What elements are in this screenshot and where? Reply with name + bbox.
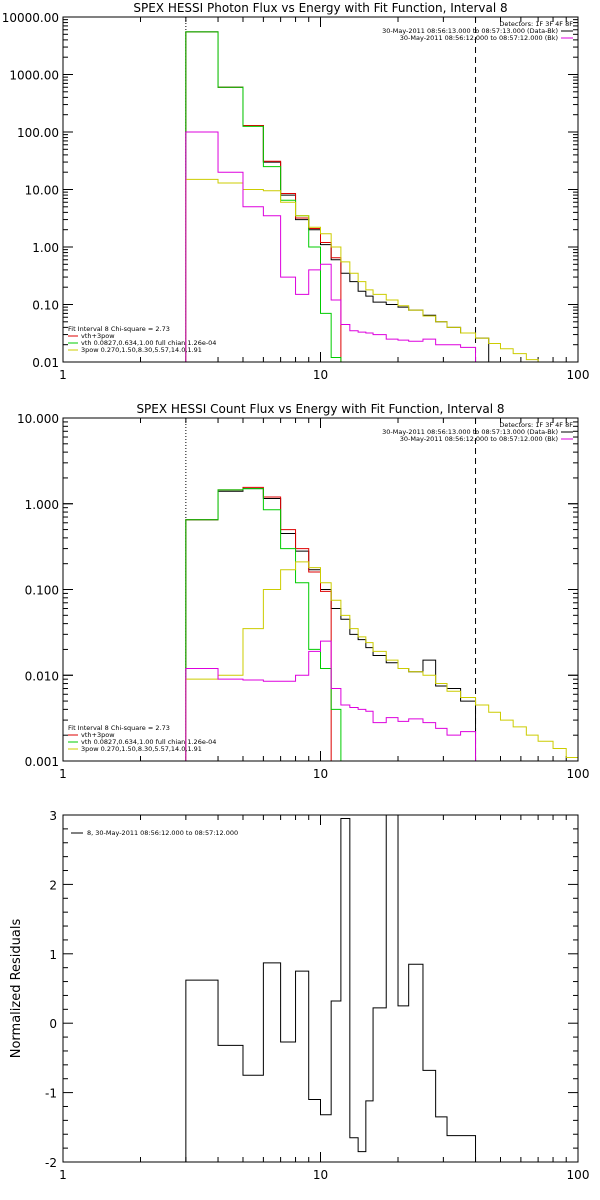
chart-2: SPEX HESSI Count Flux vs Energy with Fit… xyxy=(17,402,589,781)
y-tick-label: 0.010 xyxy=(25,669,59,683)
plot-frame xyxy=(62,417,579,762)
x-tick-label: 100 xyxy=(567,767,590,781)
y-axis-label: Normalized Residuals xyxy=(9,919,24,1059)
series-4-line xyxy=(185,561,578,761)
plot-frame xyxy=(62,814,579,1163)
time-legend-entry: 30-May-2011 08:56:13.000 to 08:57:13.000… xyxy=(382,27,558,35)
fit-legend: Fit Interval 8 Chi-square = 2.73vth+3pow… xyxy=(68,724,216,753)
y-tick-label: 3 xyxy=(49,809,57,823)
y-tick-label: 2 xyxy=(49,878,57,892)
series-1-line xyxy=(185,488,477,761)
fit-header: Fit Interval 8 Chi-square = 2.73 xyxy=(68,724,170,732)
fit-legend-entry: 3pow 0.270,1.50,8.30,5.57,14.0,1.91 xyxy=(81,745,202,753)
y-tick-label: 100.00 xyxy=(17,126,59,140)
y-tick-label: 0.001 xyxy=(25,755,59,769)
y-tick-label: 1.00 xyxy=(32,241,59,255)
series-5-line xyxy=(185,640,490,761)
plot-frame xyxy=(62,16,579,363)
y-tick-label: 0.01 xyxy=(32,356,59,370)
x-tick-label: 100 xyxy=(567,1168,590,1182)
x-tick-label: 10 xyxy=(313,767,328,781)
detectors-label: Detectors: 1F 3F 4F 8F xyxy=(499,20,573,28)
residuals-legend-entry: 8, 30-May-2011 08:56:12.000 to 08:57:12.… xyxy=(87,829,238,837)
time-legend-entry: 30-May-2011 08:56:12.000 to 08:57:12.000… xyxy=(400,34,558,42)
residuals-legend: 8, 30-May-2011 08:56:12.000 to 08:57:12.… xyxy=(71,829,238,837)
fit-legend-entry: vth 0.0827,0.634,1.00 full chian 1.26e-0… xyxy=(81,339,216,347)
y-tick-label: 0 xyxy=(49,1017,57,1031)
x-tick-label: 10 xyxy=(313,1168,328,1182)
data-series xyxy=(185,486,578,761)
series-4-line xyxy=(185,178,539,362)
series-5-line xyxy=(185,131,477,362)
y-tick-label: 1.000 xyxy=(25,498,59,512)
x-tick-label: 100 xyxy=(567,368,590,382)
y-tick-label: -1 xyxy=(45,1087,57,1101)
data-series xyxy=(185,31,539,362)
y-tick-label: -2 xyxy=(45,1156,57,1170)
chart-3: 1 10 100 -2 -1 0 1 2 3 Normalized Residuals 8, 30-… xyxy=(9,809,589,1182)
y-tick-label: 0.10 xyxy=(32,299,59,313)
y-tick-label: 1 xyxy=(49,948,57,962)
y-axis-ticks xyxy=(63,417,578,762)
series-2-line xyxy=(185,486,332,761)
series-2-line xyxy=(185,31,342,362)
chart-title: SPEX HESSI Count Flux vs Energy with Fit… xyxy=(136,402,504,416)
fit-legend-entry: vth+3pow xyxy=(81,731,115,739)
detectors-label: Detectors: 1F 3F 4F 8F xyxy=(499,421,573,429)
chart-1: SPEX HESSI Photon Flux vs Energy with Fi… xyxy=(2,1,590,382)
time-legend-entry: 30-May-2011 08:56:13.000 to 08:57:13.000… xyxy=(382,428,558,436)
fit-legend-entry: vth+3pow xyxy=(81,332,115,340)
y-tick-label: 10.000 xyxy=(17,412,59,426)
y-tick-label: 0.100 xyxy=(25,584,59,598)
y-tick-label: 10.00 xyxy=(25,184,59,198)
x-tick-label: 10 xyxy=(313,368,328,382)
y-tick-label: 10000.00 xyxy=(2,11,59,25)
data-series xyxy=(185,815,477,1162)
fit-legend-entry: 3pow 0.270,1.50,8.30,5.57,14.0,1.91 xyxy=(81,346,202,354)
fit-legend-entry: vth 0.0827,0.634,1.00 full chian 1.26e-0… xyxy=(81,738,216,746)
fit-legend: Fit Interval 8 Chi-square = 2.73vth+3pow… xyxy=(68,325,216,354)
x-tick-label: 1 xyxy=(59,368,67,382)
chart-title: SPEX HESSI Photon Flux vs Energy with Fi… xyxy=(133,1,507,15)
x-tick-label: 1 xyxy=(59,767,67,781)
fit-header: Fit Interval 8 Chi-square = 2.73 xyxy=(68,325,170,333)
time-legend-entry: 30-May-2011 08:56:12.000 to 08:57:12.000… xyxy=(400,435,558,443)
series-1-line xyxy=(185,31,490,362)
y-axis-ticks xyxy=(63,16,578,363)
y-tick-label: 1000.00 xyxy=(9,69,59,83)
x-tick-label: 1 xyxy=(59,1168,67,1182)
series-1-line xyxy=(185,815,477,1162)
series-3-line xyxy=(185,488,351,761)
